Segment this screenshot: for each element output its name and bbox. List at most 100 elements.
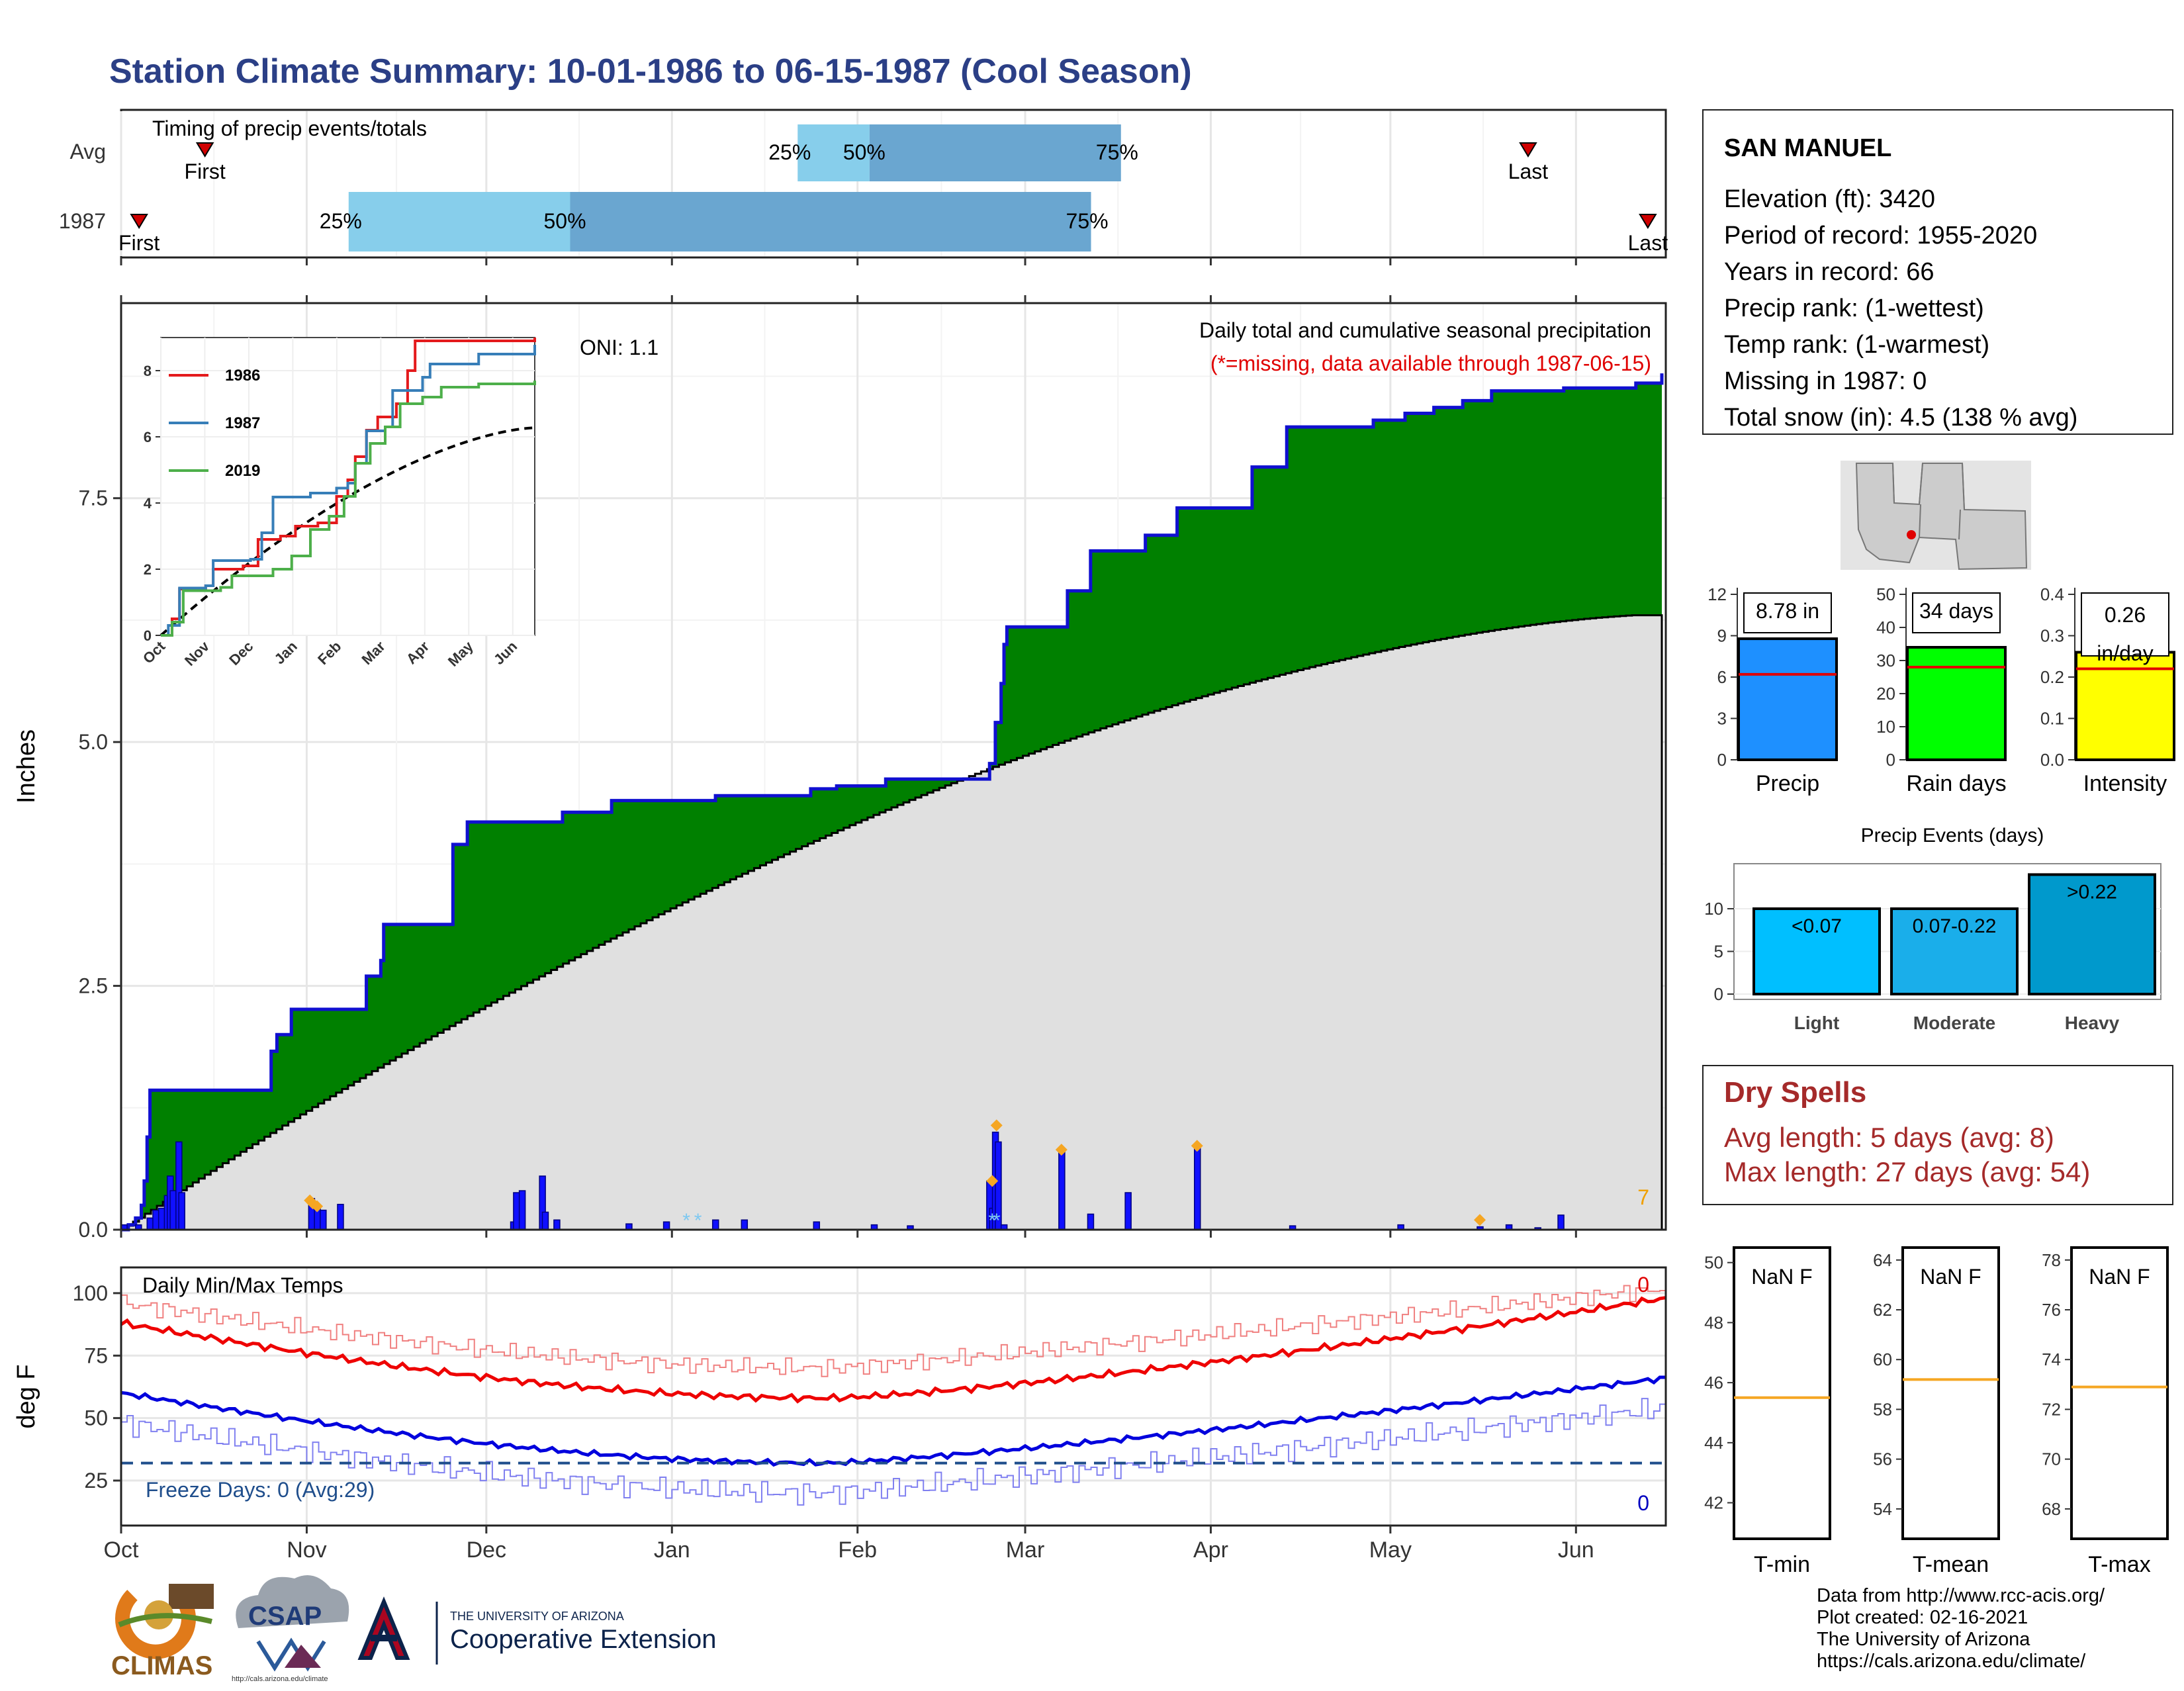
- temp-bottom-count: 0: [1637, 1491, 1649, 1515]
- temp-box-tick: 60: [1873, 1349, 1892, 1369]
- timing-row-avg: Avg: [69, 140, 106, 163]
- station-name: SAN MANUEL: [1724, 134, 1891, 162]
- temp-box-t-mean: [1901, 1246, 2000, 1540]
- temp-box-tick: 42: [1704, 1493, 1723, 1513]
- inset-legend-label: 1986: [225, 367, 260, 385]
- bar-raindays-tick: 40: [1876, 617, 1895, 637]
- temp-xtick-label: Nov: [287, 1537, 326, 1563]
- bar-intensity-tick: 0.2: [2040, 667, 2064, 687]
- temp-box-tick: 74: [2042, 1349, 2061, 1369]
- footer-line: Plot created: 02-16-2021: [1817, 1607, 2028, 1628]
- daily-precip-bar: [146, 1217, 154, 1230]
- temp-xtick-label: Oct: [104, 1537, 139, 1563]
- avg-max-line: [120, 1296, 1666, 1404]
- timing-year-first-label: First: [118, 231, 159, 255]
- temp-box-tick: 68: [2042, 1499, 2061, 1519]
- bar-raindays-tick: 0: [1886, 750, 1895, 770]
- dry-spells-max: Max length: 27 days (avg: 54): [1724, 1156, 2090, 1187]
- timing-year-q1-bar: [348, 192, 570, 251]
- temp-title: Daily Min/Max Temps: [142, 1273, 343, 1297]
- temp-box-tick: 72: [2042, 1399, 2061, 1419]
- ua-logo: THE UNIVERSITY OF ARIZONA Cooperative Ex…: [357, 1596, 716, 1665]
- temp-box-label: T-max: [2088, 1552, 2150, 1577]
- daily-min-line: [121, 1398, 1666, 1506]
- bar-intensity-value: in/day: [2097, 641, 2153, 665]
- temp-box-tick: 48: [1704, 1312, 1723, 1332]
- daily-precip-bar: [513, 1192, 520, 1230]
- events-bar-moderate: [1890, 907, 2019, 995]
- temp-top-count: 0: [1637, 1273, 1649, 1297]
- temp-xtick-label: Jun: [1558, 1537, 1594, 1563]
- footer-line: The University of Arizona: [1817, 1629, 2030, 1650]
- timing-year-p75-label: 75%: [1066, 209, 1109, 233]
- daily-precip-bar: [178, 1192, 185, 1230]
- temp-box-tick: 58: [1873, 1399, 1892, 1419]
- footer-line: https://cals.arizona.edu/climate/: [1817, 1651, 2086, 1672]
- events-ytick: 0: [1714, 984, 1723, 1004]
- precip-ylabel: Inches: [13, 729, 40, 803]
- daily-precip-bar: [553, 1219, 561, 1230]
- timing-year-last-marker: [1639, 214, 1657, 229]
- inset-average-line: [159, 426, 535, 637]
- daily-precip-bar: [518, 1190, 526, 1230]
- daily-precip-bar: [1557, 1214, 1565, 1230]
- bar-precip-label: Precip: [1756, 771, 1819, 796]
- timing-avg-last-marker: [1519, 142, 1537, 158]
- temp-box-label: T-min: [1754, 1552, 1810, 1577]
- daily-precip-bar: [813, 1221, 821, 1230]
- timing-year-p50-label: 50%: [543, 209, 586, 233]
- temp-xtick-label: Apr: [1193, 1537, 1228, 1563]
- temp-box-tick: 70: [2042, 1449, 2061, 1469]
- timing-avg-first-label: First: [185, 160, 226, 183]
- precip-ytick-label: 5.0: [79, 730, 108, 754]
- events-ytick: 10: [1704, 899, 1723, 919]
- inset-series-1987: [161, 345, 536, 637]
- average-cumulative-area: [121, 614, 1663, 1231]
- events-category-label: Moderate: [1913, 1013, 1995, 1033]
- station-info-line: Temp rank: (1-warmest): [1724, 331, 1989, 359]
- daily-max-line: [121, 1279, 1666, 1377]
- avg-min-line: [120, 1375, 1666, 1467]
- daily-precip-bar: [337, 1203, 344, 1230]
- timing-avg-q1-bar: [797, 124, 870, 181]
- timing-avg-p50-label: 50%: [843, 140, 886, 164]
- csap-wordmark: CSAP: [248, 1602, 322, 1631]
- station-info: SAN MANUEL Elevation (ft): 3420 Period of…: [1702, 109, 2173, 435]
- bar-intensity-tick: 0.1: [2040, 709, 2064, 729]
- temp-ytick-label: 75: [84, 1344, 108, 1367]
- timing-label: Timing of precip events/totals: [152, 116, 427, 140]
- snow-marker: [1055, 1144, 1068, 1156]
- temp-box-t-max: [2070, 1246, 2169, 1540]
- daily-precip-bar: [711, 1219, 719, 1230]
- missing-note: (*=missing, data available through 1987-…: [1210, 351, 1651, 375]
- bar-intensity-value: 0.26: [2105, 603, 2146, 627]
- bar-precip-tick: 3: [1717, 709, 1727, 729]
- missing-marker: *: [993, 1210, 1001, 1232]
- bar-intensity-label: Intensity: [2083, 771, 2167, 796]
- precip-ytick-label: 7.5: [79, 486, 108, 510]
- footer-line: Data from http://www.rcc-acis.org/: [1817, 1585, 2105, 1606]
- precip-ytick-label: 2.5: [79, 974, 108, 998]
- temp-ytick-label: 100: [73, 1281, 108, 1305]
- timing-avg-p25-label: 25%: [768, 140, 811, 164]
- missing-marker: *: [988, 1210, 996, 1232]
- bar-precip-tick: 6: [1717, 667, 1727, 687]
- bar-raindays-tick: 10: [1876, 717, 1895, 737]
- daily-precip-bar: [1124, 1192, 1132, 1230]
- missing-marker: *: [682, 1210, 690, 1232]
- temp-box-t-min: [1733, 1246, 1831, 1540]
- daily-precip-bar: [1194, 1146, 1201, 1230]
- temp-box-tick: 46: [1704, 1373, 1723, 1393]
- daily-precip-bar: [741, 1219, 749, 1230]
- station-location-dot: [1907, 530, 1916, 539]
- timing-row-year: 1987: [59, 209, 106, 233]
- dry-spells-avg: Avg length: 5 days (avg: 8): [1724, 1122, 2054, 1153]
- bar-raindays-tick: 50: [1876, 584, 1895, 604]
- snow-marker: [990, 1119, 1003, 1132]
- csap-url: http://cals.arizona.edu/climate: [232, 1675, 328, 1683]
- footer-credits: Data from http://www.rcc-acis.org/Plot c…: [1817, 1585, 2105, 1672]
- events-bar-label: <0.07: [1792, 915, 1842, 937]
- cumulative-line: [121, 373, 1664, 1232]
- bar-intensity: [2075, 651, 2175, 761]
- temp-xtick-label: Jan: [654, 1537, 690, 1563]
